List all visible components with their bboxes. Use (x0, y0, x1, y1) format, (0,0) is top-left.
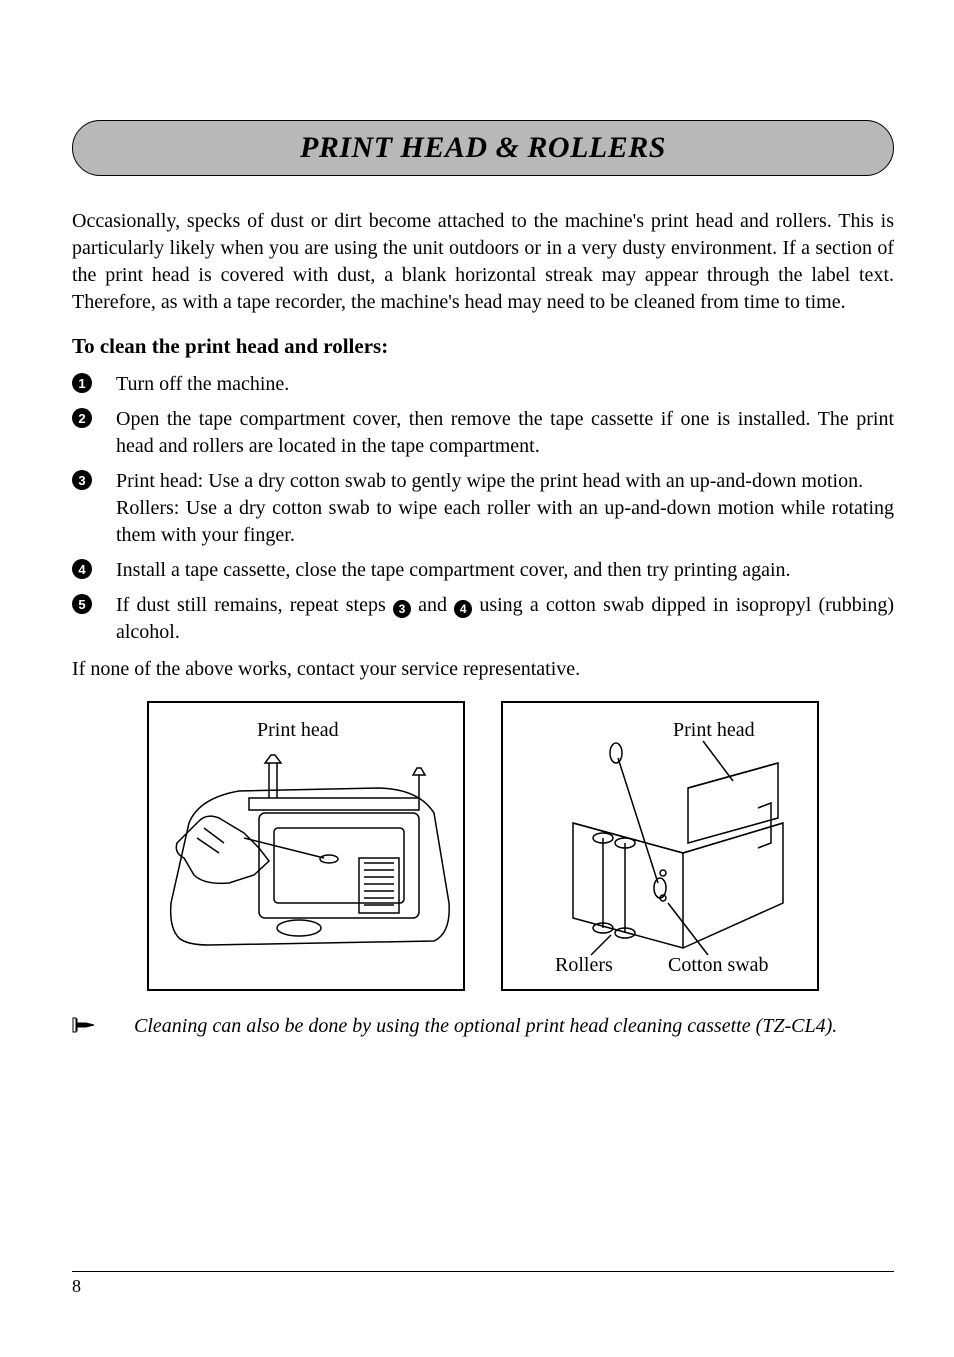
circled-3-icon: 3 (72, 470, 92, 490)
step-bullet-4: 4 (72, 557, 116, 579)
figure-left-illustration (149, 703, 467, 993)
figure-left-label-printhead: Print head (257, 719, 339, 742)
figure-right-label-rollers: Rollers (555, 954, 613, 977)
circled-4-icon: 4 (72, 559, 92, 579)
step-3-rollers: Rollers: Use a dry cotton swab to wipe e… (116, 495, 894, 549)
figures-row: Print head (72, 701, 894, 991)
steps-list: 1 Turn off the machine. 2 Open the tape … (72, 371, 894, 646)
circled-2-icon: 2 (72, 408, 92, 428)
section-title-banner: PRINT HEAD & ROLLERS (72, 120, 894, 176)
step-bullet-2: 2 (72, 406, 116, 428)
figure-left: Print head (147, 701, 465, 991)
note-pointer-icon (72, 1013, 100, 1040)
note-row: Cleaning can also be done by using the o… (72, 1013, 894, 1040)
step-3-text: Print head: Use a dry cotton swab to gen… (116, 468, 894, 549)
page-content: PRINT HEAD & ROLLERS Occasionally, speck… (0, 0, 954, 1040)
procedure-heading: To clean the print head and rollers: (72, 334, 894, 359)
step-5-text: If dust still remains, repeat steps 3 an… (116, 592, 894, 646)
step-5-mid: and (411, 594, 454, 616)
step-bullet-1: 1 (72, 371, 116, 393)
figure-right-illustration (503, 703, 821, 993)
step-3: 3 Print head: Use a dry cotton swab to g… (72, 468, 894, 549)
figure-right: Print head Rollers Cotton swab (501, 701, 819, 991)
step-5: 5 If dust still remains, repeat steps 3 … (72, 592, 894, 646)
step-1: 1 Turn off the machine. (72, 371, 894, 398)
step-2-text: Open the tape compartment cover, then re… (116, 406, 894, 460)
inline-circled-4-icon: 4 (454, 600, 472, 618)
step-bullet-5: 5 (72, 592, 116, 614)
note-text: Cleaning can also be done by using the o… (134, 1013, 894, 1040)
figure-right-label-cotton: Cotton swab (668, 954, 769, 977)
step-2: 2 Open the tape compartment cover, then … (72, 406, 894, 460)
intro-paragraph: Occasionally, specks of dust or dirt bec… (72, 208, 894, 316)
inline-circled-3-icon: 3 (393, 600, 411, 618)
step-1-text: Turn off the machine. (116, 371, 894, 398)
page-number: 8 (72, 1276, 81, 1296)
step-5-pre: If dust still remains, repeat steps (116, 594, 393, 616)
step-4: 4 Install a tape cassette, close the tap… (72, 557, 894, 584)
step-4-text: Install a tape cassette, close the tape … (116, 557, 894, 584)
step-bullet-3: 3 (72, 468, 116, 490)
circled-1-icon: 1 (72, 373, 92, 393)
closing-paragraph: If none of the above works, contact your… (72, 656, 894, 683)
figure-right-label-printhead: Print head (673, 719, 755, 742)
step-3-printhead: Print head: Use a dry cotton swab to gen… (116, 468, 894, 495)
section-title: PRINT HEAD & ROLLERS (300, 131, 666, 164)
page-footer: 8 (72, 1271, 894, 1297)
circled-5-icon: 5 (72, 594, 92, 614)
